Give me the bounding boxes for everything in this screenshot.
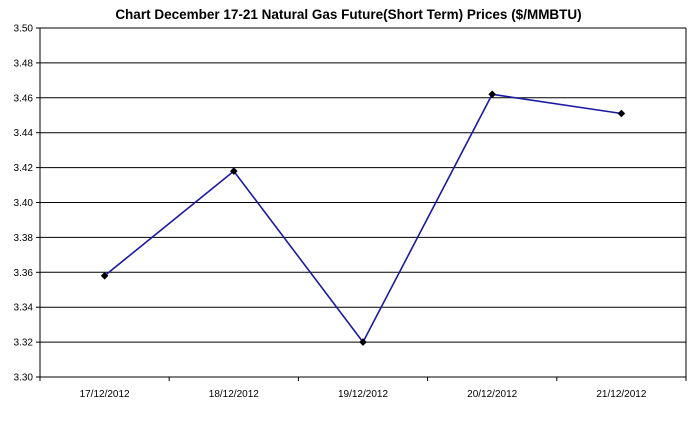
y-tick-label: 3.42 [14,163,34,174]
y-tick-label: 3.50 [14,24,34,35]
axis-layer [36,27,687,381]
y-tick-label: 3.44 [14,128,34,139]
y-tick-label: 3.38 [14,233,34,244]
data-point [617,109,626,118]
y-tick-label: 3.34 [14,303,34,314]
series-layer [100,90,626,346]
y-tick-label: 3.48 [14,58,34,69]
y-tick-label: 3.30 [14,373,34,384]
y-tick-label: 3.36 [14,268,34,279]
data-point [100,271,109,280]
data-point [230,167,238,175]
x-tick-label: 18/12/2012 [209,389,259,400]
data-point [359,338,367,346]
y-tick-labels: 3.30 3.32 3.34 3.36 3.38 3.40 3.42 3.44 3.46 3.48… [14,24,34,384]
y-tick-label: 3.40 [14,198,34,209]
x-tick-label: 19/12/2012 [338,389,388,400]
x-tick-labels: 17/12/2012 18/12/2012 19/12/2012 20/12/2012… [80,389,647,400]
chart-title: Chart December 17-21 Natural Gas Future(… [115,7,582,22]
data-point [488,90,496,99]
grid-layer [40,27,686,378]
x-tick-label: 17/12/2012 [80,389,130,400]
y-tick-label: 3.46 [14,93,34,104]
x-tick-label: 21/12/2012 [596,389,646,400]
y-tick-label: 3.32 [14,338,34,349]
series-line [104,93,622,344]
x-tick-label: 20/12/2012 [467,389,517,400]
